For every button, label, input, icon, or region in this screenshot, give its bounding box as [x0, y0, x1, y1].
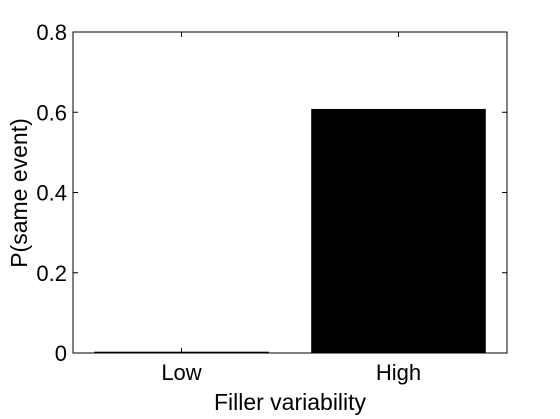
- bar-high: [311, 108, 486, 354]
- x-tick-label: High: [376, 360, 421, 385]
- ticks-layer: Low High 0 0.2 0.4 0.6 0.8: [36, 20, 507, 385]
- x-axis-label: Filler variability: [214, 389, 367, 415]
- y-axis-label: P(same event): [6, 118, 32, 268]
- bars-layer: [94, 108, 486, 354]
- y-tick-label: 0.8: [36, 20, 67, 45]
- y-tick-label: 0: [55, 341, 67, 366]
- y-tick-label: 0.4: [36, 181, 67, 206]
- y-tick-label: 0.6: [36, 100, 67, 125]
- x-tick-label: Low: [161, 360, 201, 385]
- y-tick-label: 0.2: [36, 261, 67, 286]
